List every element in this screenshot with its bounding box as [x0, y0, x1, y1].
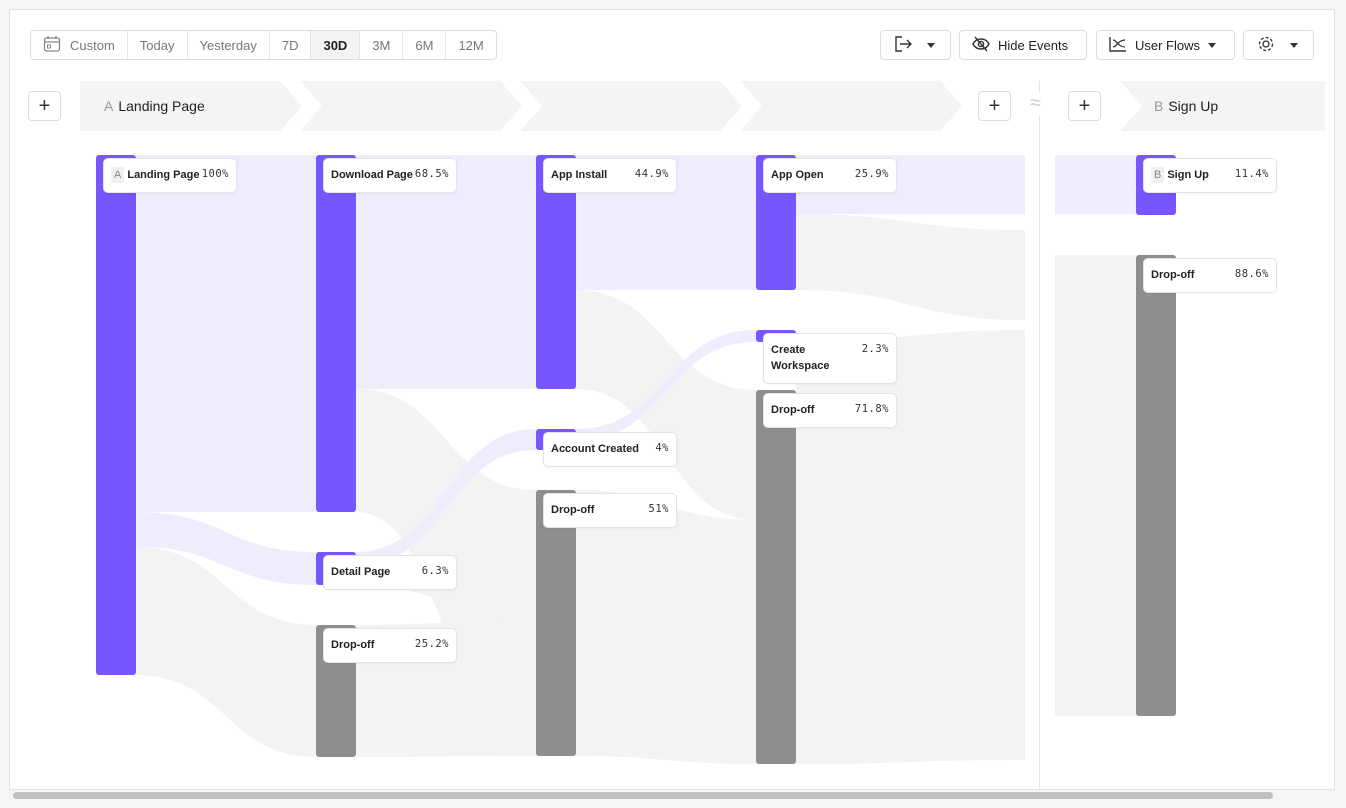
node-percentage: 25.2%	[414, 638, 449, 650]
horizontal-scrollbar[interactable]	[9, 790, 1335, 802]
chevron-down-icon	[927, 42, 935, 48]
add-step-button[interactable]: +	[1068, 91, 1101, 121]
node-name: App Install	[551, 169, 608, 181]
hide-events-button[interactable]: Hide Events	[959, 30, 1087, 60]
node-label[interactable]: Account Created 4%	[544, 433, 676, 466]
node-name: Drop-off	[1151, 269, 1195, 281]
dropoff-node[interactable]	[536, 490, 576, 756]
date-custom[interactable]: Custom	[31, 31, 128, 59]
date-30d[interactable]: 30D	[311, 31, 361, 59]
node-percentage: 6.3%	[421, 565, 449, 577]
date-6m[interactable]: 6M	[403, 31, 447, 59]
node-label[interactable]: Download Page 68.5%	[324, 159, 456, 192]
node-name: B Sign Up	[1151, 167, 1209, 183]
node-label[interactable]: Drop-off 71.8%	[764, 394, 896, 427]
node-name: Detail Page	[331, 566, 391, 578]
step-placeholder	[740, 81, 962, 131]
node-label[interactable]: Drop-off 25.2%	[324, 629, 456, 662]
node-name: Create Workspace	[771, 344, 830, 372]
dropoff-node[interactable]	[1136, 255, 1176, 716]
gear-icon	[1256, 34, 1276, 57]
date-today[interactable]: Today	[128, 31, 188, 59]
node-percentage: 71.8%	[854, 403, 889, 415]
node-name: App Open	[771, 169, 824, 181]
step-placeholder	[300, 81, 522, 131]
node-label[interactable]: B Sign Up 11.4%	[1144, 159, 1276, 192]
add-step-before-button[interactable]: +	[28, 91, 61, 121]
node-percentage: 51%	[648, 503, 669, 515]
event-node[interactable]	[316, 155, 356, 512]
step-divider	[1039, 81, 1040, 788]
step-placeholder	[520, 81, 742, 131]
node-label[interactable]: App Open 25.9%	[764, 159, 896, 192]
step-letter-badge: A	[111, 167, 125, 183]
chevron-down-icon	[1208, 42, 1217, 48]
node-name: Download Page	[331, 169, 413, 181]
event-node[interactable]	[96, 155, 136, 675]
node-label[interactable]: App Install 44.9%	[544, 159, 676, 192]
export-button[interactable]	[880, 30, 951, 60]
node-percentage: 4%	[655, 442, 669, 454]
calendar-icon	[43, 35, 61, 56]
node-percentage: 11.4%	[1234, 168, 1269, 180]
user-flows-dropdown[interactable]: User Flows	[1096, 30, 1235, 60]
step-a-header[interactable]: A Landing Page	[80, 81, 302, 131]
date-7d[interactable]: 7D	[270, 31, 312, 59]
step-letter-badge: B	[1151, 167, 1165, 183]
node-name: Drop-off	[551, 504, 595, 516]
node-percentage: 44.9%	[634, 168, 669, 180]
date-12m[interactable]: 12M	[458, 37, 484, 53]
eye-off-icon	[972, 36, 990, 55]
step-b-header[interactable]: B Sign Up	[1120, 81, 1325, 131]
node-percentage: 88.6%	[1234, 268, 1269, 280]
chevron-down-icon	[1290, 42, 1298, 48]
node-name: Account Created	[551, 443, 640, 455]
date-yesterday[interactable]: Yesterday	[188, 31, 270, 59]
node-percentage: 2.3%	[861, 343, 889, 355]
settings-button[interactable]	[1243, 30, 1314, 60]
node-label[interactable]: Drop-off 51%	[544, 494, 676, 527]
node-label[interactable]: A Landing Page 100%	[104, 159, 236, 192]
add-step-button[interactable]: +	[978, 91, 1011, 121]
flows-chart-icon	[1109, 36, 1127, 55]
node-name: Drop-off	[331, 639, 375, 651]
node-name: A Landing Page	[111, 167, 199, 183]
node-label[interactable]: Drop-off 88.6%	[1144, 259, 1276, 292]
gap-symbol: ≈	[1030, 92, 1041, 115]
date-range-selector: Custom Today Yesterday 7D 30D 3M 6M 12M	[30, 30, 497, 60]
export-icon	[893, 34, 913, 57]
dropoff-node[interactable]	[756, 390, 796, 764]
scrollbar-thumb[interactable]	[13, 792, 1273, 799]
node-percentage: 100%	[201, 168, 229, 180]
node-label[interactable]: Create Workspace 2.3%	[764, 334, 896, 383]
node-label[interactable]: Detail Page 6.3%	[324, 556, 456, 589]
node-name: Drop-off	[771, 404, 815, 416]
date-3m[interactable]: 3M	[360, 31, 404, 59]
event-node[interactable]	[536, 155, 576, 389]
node-percentage: 68.5%	[414, 168, 449, 180]
node-percentage: 25.9%	[854, 168, 889, 180]
